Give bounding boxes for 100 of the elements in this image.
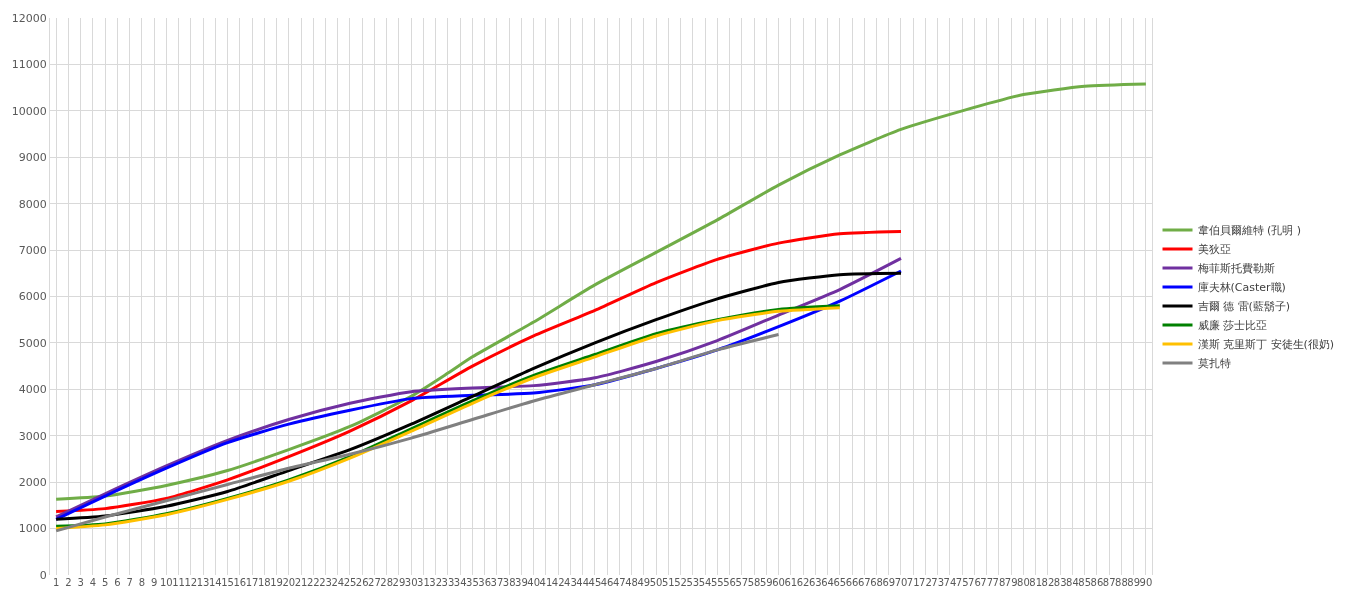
x-tick-label: 36 <box>478 577 492 588</box>
x-tick-label: 23 <box>319 577 332 588</box>
x-tick-label: 1 <box>52 577 60 588</box>
x-tick-label: 38 <box>502 577 516 588</box>
x-tick-label: 42 <box>551 577 565 588</box>
x-tick-label: 72 <box>919 577 932 588</box>
x-tick-label: 31 <box>417 577 430 588</box>
x-tick-label: 61 <box>784 577 798 588</box>
x-tick-label: 66 <box>845 577 859 588</box>
x-tick-label: 86 <box>1090 577 1104 588</box>
x-tick-label: 27 <box>368 577 381 588</box>
x-tick-label: 87 <box>1102 577 1116 588</box>
x-tick-label: 10 <box>159 577 173 588</box>
x-tick-label: 6 <box>114 577 121 588</box>
x-tick-label: 16 <box>233 577 247 588</box>
x-tick-label: 78 <box>992 577 1006 588</box>
y-tick-label: 11000 <box>11 58 47 72</box>
x-tick-label: 79 <box>1004 577 1018 588</box>
y-tick-label: 4000 <box>18 383 47 397</box>
legend-label: 梅菲斯托費勒斯 <box>1196 262 1275 276</box>
x-tick-label: 20 <box>282 577 296 588</box>
x-tick-label: 73 <box>931 577 945 588</box>
x-tick-label: 50 <box>649 577 663 588</box>
x-tick-label: 45 <box>588 577 602 588</box>
x-tick-label: 30 <box>404 577 418 588</box>
x-tick-label: 12 <box>184 577 198 588</box>
x-tick-label: 29 <box>392 577 406 588</box>
x-tick-label: 25 <box>343 577 357 588</box>
x-tick-label: 8 <box>138 577 146 588</box>
x-tick-label: 32 <box>429 577 443 588</box>
x-tick-label: 84 <box>1066 577 1079 588</box>
x-tick-label: 56 <box>723 577 736 588</box>
x-tick-label: 83 <box>1053 577 1067 588</box>
x-tick-label: 75 <box>955 577 969 588</box>
x-tick-label: 81 <box>1029 577 1043 588</box>
x-tick-label: 74 <box>943 577 957 588</box>
legend-label: 漢斯 克里斯丁 安徒生(很奶) <box>1197 338 1335 352</box>
x-tick-label: 47 <box>613 577 626 588</box>
x-tick-label: 70 <box>894 577 908 588</box>
x-tick-label: 24 <box>331 577 345 588</box>
y-tick-label: 9000 <box>18 151 47 165</box>
x-tick-label: 53 <box>686 577 700 588</box>
y-tick-label: 5000 <box>18 336 47 350</box>
x-tick-label: 39 <box>515 577 528 588</box>
x-tick-label: 26 <box>355 577 369 588</box>
x-tick-label: 59 <box>759 577 773 588</box>
x-tick-label: 43 <box>564 577 577 588</box>
x-tick-label: 15 <box>221 577 234 588</box>
y-tick-label: 8000 <box>18 197 47 211</box>
line-series <box>54 333 781 533</box>
x-tick-label: 48 <box>625 577 638 588</box>
legend-label: 吉爾 德 雷(藍鬍子) <box>1197 300 1291 314</box>
y-tick-label: 0 <box>39 568 47 582</box>
x-tick-label: 40 <box>527 577 541 588</box>
x-tick-label: 46 <box>600 577 614 588</box>
x-tick-label: 3 <box>77 577 84 588</box>
legend-label: 美狄亞 <box>1197 243 1231 257</box>
x-tick-label: 49 <box>637 577 651 588</box>
x-tick-label: 89 <box>1127 577 1140 588</box>
x-tick-label: 90 <box>1139 577 1153 588</box>
x-tick-label: 63 <box>808 577 822 588</box>
x-tick-label: 55 <box>710 577 724 588</box>
y-tick-label: 6000 <box>18 290 47 304</box>
x-tick-label: 51 <box>661 577 675 588</box>
line-series <box>54 82 1148 501</box>
y-tick-label: 1000 <box>18 522 47 536</box>
x-tick-label: 14 <box>208 577 222 588</box>
y-tick-label: 10000 <box>11 104 47 118</box>
x-tick-label: 58 <box>747 577 761 588</box>
legend-label: 庫夫林(Caster職) <box>1197 281 1286 295</box>
x-tick-label: 88 <box>1115 577 1128 588</box>
x-tick-label: 17 <box>245 577 259 588</box>
x-tick-label: 33 <box>441 577 455 588</box>
x-tick-label: 68 <box>870 577 883 588</box>
x-tick-label: 4 <box>89 577 97 588</box>
x-tick-label: 82 <box>1041 577 1055 588</box>
legend-label: 威廉 莎士比亞 <box>1197 319 1268 333</box>
x-tick-label: 9 <box>150 577 158 588</box>
x-tick-label: 13 <box>196 577 210 588</box>
x-tick-label: 19 <box>270 577 283 588</box>
x-tick-label: 11 <box>172 577 185 588</box>
x-tick-label: 60 <box>772 577 785 588</box>
x-tick-label: 22 <box>306 577 320 588</box>
x-tick-label: 35 <box>466 577 479 588</box>
x-tick-label: 80 <box>1017 577 1030 588</box>
x-tick-label: 54 <box>698 577 712 588</box>
x-tick-label: 7 <box>126 577 133 588</box>
x-tick-label: 85 <box>1078 577 1092 588</box>
x-tick-label: 18 <box>257 577 271 588</box>
x-tick-label: 5 <box>101 577 109 588</box>
x-tick-label: 57 <box>735 577 749 588</box>
x-tick-label: 69 <box>882 577 896 588</box>
x-tick-label: 67 <box>857 577 871 588</box>
x-tick-label: 2 <box>65 577 72 588</box>
x-tick-label: 76 <box>968 577 981 588</box>
x-tick-label: 28 <box>380 577 394 588</box>
x-tick-label: 62 <box>796 577 810 588</box>
x-tick-label: 64 <box>821 577 834 588</box>
legend-label: 韋伯貝爾維特 (孔明 ) <box>1197 224 1302 238</box>
y-tick-label: 3000 <box>18 429 47 443</box>
